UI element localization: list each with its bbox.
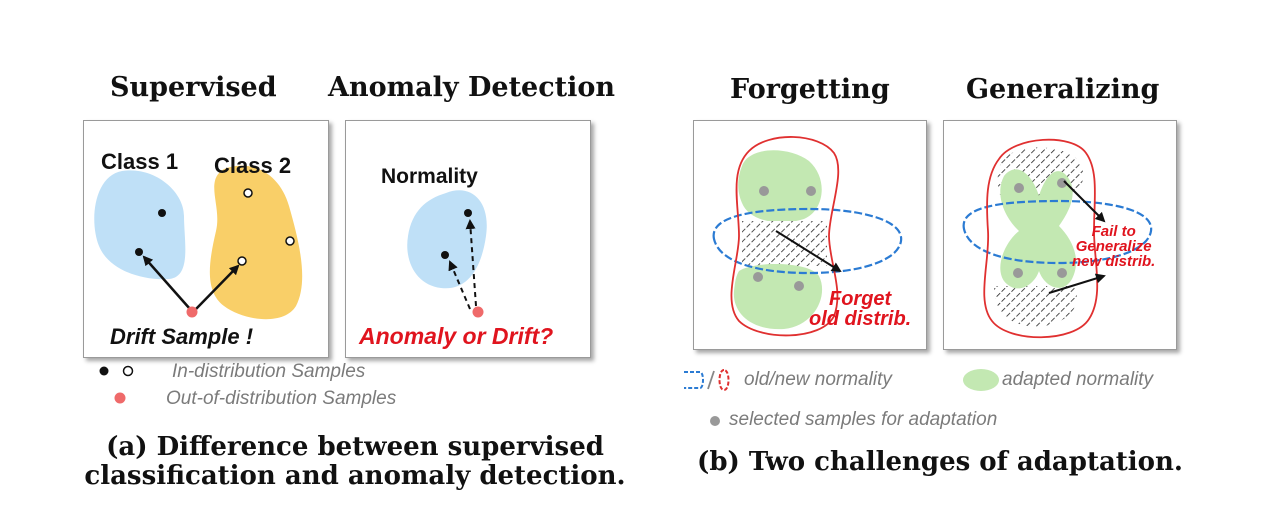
anomaly-frame: Normality Anomaly or Drift? — [345, 120, 591, 358]
adapted-region — [1000, 169, 1077, 289]
caption-a-line2: classification and anomaly detection. — [84, 461, 626, 492]
new-normality-boundary — [730, 136, 840, 337]
fail-generalize-label: Fail to Generalize new distrib. — [1072, 224, 1155, 269]
legend-in-dist-markers — [99, 365, 134, 377]
drift-sample-text: Drift Sample — [110, 324, 240, 349]
in-dist-sample-hollow — [285, 236, 295, 246]
class1-region — [94, 170, 186, 280]
legend-grey-dot — [710, 416, 720, 426]
selected-sample — [759, 186, 769, 196]
selected-sample — [794, 281, 804, 291]
generalizing-frame: Fail to Generalize new distrib. — [943, 120, 1177, 350]
legend-slash — [707, 370, 715, 390]
old-normality-boundary — [962, 199, 1153, 265]
forget-line2: old distrib. — [809, 308, 912, 330]
legend-green-ellipse — [963, 369, 999, 391]
caption-b: (b) Two challenges of adaptation. — [697, 447, 1183, 477]
forgetting-diagram — [712, 136, 903, 337]
legend-selected-text: selected samples for adaptation — [729, 409, 998, 430]
legend-old-new-text: old/new normality — [744, 369, 892, 390]
class2-region — [209, 165, 303, 320]
legend-hollow-dot — [122, 365, 134, 377]
legend-old-new-markers — [684, 368, 730, 392]
title-anomaly-detection: Anomaly Detection — [328, 72, 616, 103]
old-normality-boundary — [712, 207, 903, 275]
selected-sample — [806, 186, 816, 196]
title-forgetting: Forgetting — [730, 74, 890, 105]
caption-a-line1: (a) Difference between supervised — [106, 432, 604, 462]
forget-arrow — [775, 230, 842, 273]
selected-sample — [753, 272, 763, 282]
drift-arrow-left — [142, 255, 191, 310]
legend-red-dot — [114, 392, 126, 404]
forgetting-frame: Forget old distrib. — [693, 120, 927, 350]
anomaly-diagram — [407, 190, 487, 318]
anomaly-or-drift-label: Anomaly or Drift? — [359, 323, 554, 349]
drift-exclaim: ! — [245, 324, 254, 349]
in-dist-sample-filled — [441, 251, 449, 259]
fail-line2: Generalize — [1075, 238, 1152, 255]
legend-selected-marker — [710, 416, 720, 426]
class1-label: Class 1 — [101, 149, 179, 174]
legend-blue-dashed — [684, 371, 704, 389]
supervised-diagram — [94, 165, 303, 320]
drift-sample-label: Drift Sample ! — [110, 324, 253, 350]
forget-label: Forget old distrib. — [809, 289, 911, 329]
generalize-hatched-bottom — [994, 286, 1077, 327]
normality-region — [407, 190, 487, 289]
caption-a: (a) Difference between supervised classi… — [40, 432, 670, 492]
green-top-region — [738, 150, 822, 223]
selected-sample — [1013, 268, 1023, 278]
legend-ood-marker — [114, 392, 126, 404]
generalize-arrow-bottom — [1048, 273, 1106, 294]
title-supervised: Supervised — [110, 72, 277, 103]
legend-red-dashed — [718, 368, 730, 392]
fail-line1: Fail to — [1091, 223, 1136, 240]
legend-adapted-marker — [963, 369, 999, 391]
normality-label: Normality — [381, 165, 478, 188]
legend-adapted-text: adapted normality — [1002, 369, 1154, 390]
title-generalizing: Generalizing — [966, 74, 1160, 105]
ood-sample — [186, 306, 198, 318]
in-dist-sample-filled — [158, 209, 166, 217]
generalize-arrow-top — [1063, 180, 1106, 223]
generalizing-diagram — [962, 138, 1153, 339]
ood-sample — [472, 306, 484, 318]
fail-line3: new distrib. — [1072, 253, 1156, 270]
supervised-frame: Class 1 Class 2 Drift Sample ! — [83, 120, 329, 358]
legend-in-dist-text: In-distribution Samples — [172, 361, 366, 382]
forgotten-region — [742, 221, 827, 266]
in-dist-sample-hollow — [237, 256, 247, 266]
selected-sample — [1057, 268, 1067, 278]
class2-label: Class 2 — [214, 153, 292, 178]
in-dist-sample-filled — [464, 209, 472, 217]
in-dist-sample-hollow — [243, 188, 253, 198]
new-normality-boundary — [983, 138, 1099, 339]
legend-filled-dot — [99, 366, 109, 376]
forget-line1: Forget — [829, 288, 892, 310]
drift-arrow-right — [195, 264, 240, 310]
selected-sample — [1014, 183, 1024, 193]
in-dist-sample-filled — [135, 248, 143, 256]
legend-ood-text: Out-of-distribution Samples — [166, 388, 397, 409]
